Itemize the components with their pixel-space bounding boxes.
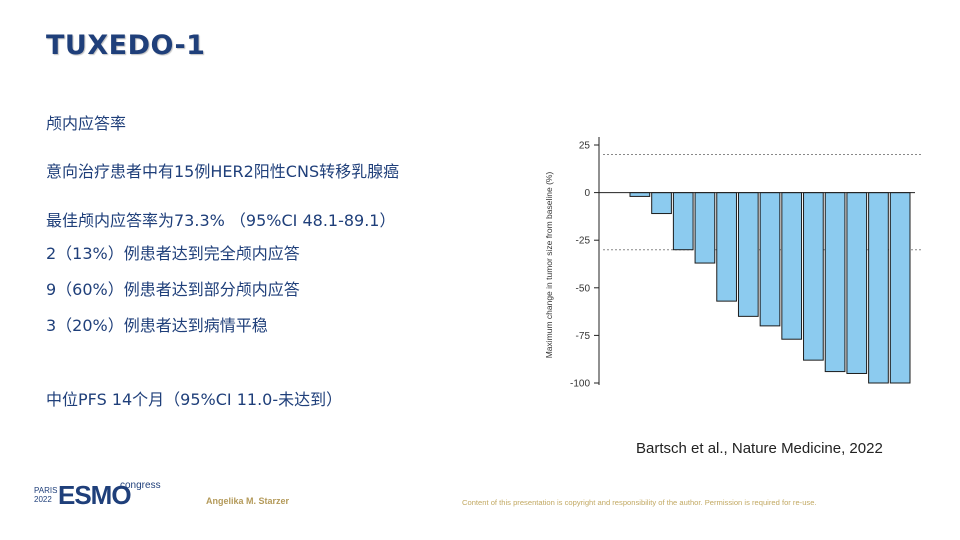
footer-author: Angelika M. Starzer bbox=[206, 496, 290, 506]
bars bbox=[629, 192, 911, 384]
y-tick-label: -75 bbox=[576, 331, 591, 342]
citation: Bartsch et al., Nature Medicine, 2022 bbox=[636, 440, 883, 457]
bar bbox=[803, 192, 824, 361]
y-tick-label: 25 bbox=[579, 141, 591, 152]
logo-location: PARIS 2022 bbox=[34, 486, 57, 504]
y-axis: 25 0 -25 -50 -75 -100 bbox=[570, 137, 915, 390]
bar bbox=[651, 192, 672, 215]
bullet-complete-response: 2（13%）例患者达到完全颅内应答 bbox=[46, 244, 300, 263]
bullet-best-response-rate: 最佳颅内应答率为73.3% （95%CI 48.1-89.1） bbox=[46, 211, 396, 230]
y-tick-label: -100 bbox=[570, 379, 590, 390]
bullet-median-pfs: 中位PFS 14个月（95%CI 11.0-未达到） bbox=[46, 390, 343, 409]
bullet-stable-disease: 3（20%）例患者达到病情平稳 bbox=[46, 316, 268, 335]
bar bbox=[737, 192, 759, 317]
bar bbox=[781, 192, 803, 340]
y-axis-label: Maximum change in tumor size from baseli… bbox=[544, 172, 554, 359]
slide-title: TUXEDO-1 bbox=[46, 30, 206, 61]
bar bbox=[716, 192, 737, 302]
bar bbox=[672, 192, 694, 251]
y-tick-label: -50 bbox=[576, 283, 591, 294]
bar bbox=[629, 192, 651, 197]
bullet-itt-patients: 意向治疗患者中有15例HER2阳性CNS转移乳腺癌 bbox=[46, 162, 400, 181]
bullet-intracranial-response: 颅内应答率 bbox=[46, 114, 127, 133]
logo-city: PARIS bbox=[34, 486, 58, 495]
y-tick-label: 0 bbox=[584, 188, 590, 199]
bar bbox=[889, 192, 911, 384]
bullet-partial-response: 9（60%）例患者达到部分颅内应答 bbox=[46, 280, 300, 299]
logo-year: 2022 bbox=[34, 495, 52, 504]
bar bbox=[694, 192, 716, 264]
bar bbox=[824, 192, 846, 373]
bar bbox=[868, 192, 889, 384]
logo-esmo: ESMO bbox=[58, 480, 132, 510]
bar bbox=[759, 192, 781, 327]
logo-congress: congress bbox=[120, 480, 161, 491]
bar bbox=[846, 192, 868, 374]
waterfall-chart: 25 0 -25 -50 -75 -100 Maximum change in tumor… bbox=[544, 137, 923, 390]
esmo-logo: PARIS 2022 ESMO congress bbox=[34, 480, 184, 510]
y-tick-label: -25 bbox=[576, 236, 591, 247]
footer-copyright: Content of this presentation is copyrigh… bbox=[462, 498, 817, 507]
